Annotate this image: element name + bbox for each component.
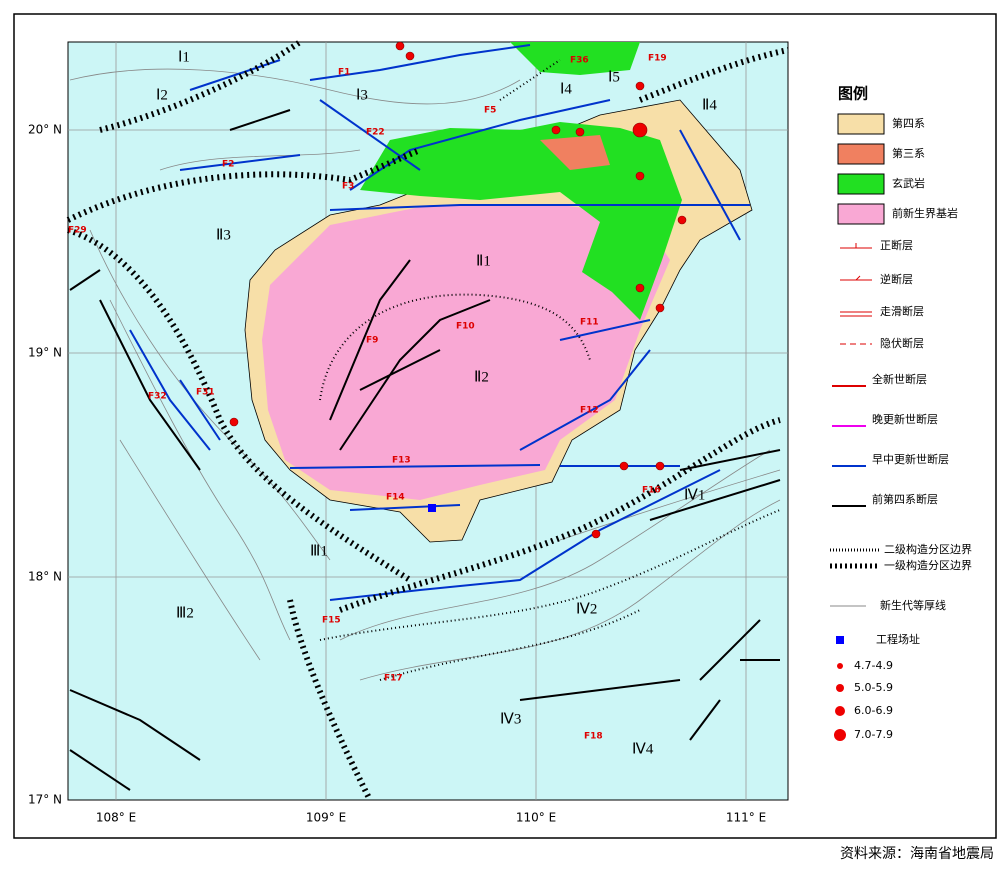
lat-labels: 20° N 19° N 18° N 17° N — [28, 123, 62, 807]
fault-label: F15 — [322, 616, 341, 626]
swatch — [837, 113, 885, 135]
fault-label: F29 — [68, 226, 87, 236]
lon-label: 110° E — [516, 811, 556, 825]
swatch — [836, 636, 844, 644]
project-site — [428, 504, 436, 512]
legend-item: 工程场址 — [876, 632, 920, 646]
source-note: 资料来源：海南省地震局 — [840, 846, 994, 862]
zone-label: Ⅳ3 — [500, 711, 521, 727]
faults-black — [69, 109, 781, 791]
legend-item: 正断层 — [880, 238, 913, 252]
zone-labels: Ⅰ1 Ⅰ2 Ⅰ3 Ⅰ4 Ⅰ5 Ⅱ1 Ⅱ2 Ⅱ3 Ⅱ4 Ⅲ1 Ⅲ2 Ⅳ1 Ⅳ2 Ⅳ… — [156, 49, 717, 757]
fault-label: F22 — [366, 128, 385, 138]
fault-label: F2 — [222, 160, 234, 170]
zone-label: Ⅳ4 — [632, 741, 654, 757]
zone-label: Ⅳ2 — [576, 601, 597, 617]
fault-label: F36 — [570, 56, 589, 66]
fault-label: F3 — [342, 182, 354, 192]
legend-item: 新生代等厚线 — [880, 598, 946, 612]
lat-label: 18° N — [28, 570, 62, 584]
zone-label: Ⅱ1 — [476, 253, 491, 269]
swatch — [836, 684, 844, 692]
fault-label: F5 — [484, 106, 496, 116]
zone-label: Ⅰ2 — [156, 87, 168, 103]
zone-label: Ⅰ4 — [560, 81, 572, 97]
legend-item: 5.0-5.9 — [854, 681, 893, 694]
zone-label: Ⅰ5 — [608, 69, 620, 85]
legend-item: 6.0-6.9 — [854, 704, 893, 717]
fault-label: F14 — [386, 493, 405, 503]
legend-item: 二级构造分区边界 — [884, 542, 972, 556]
swatch — [837, 663, 843, 669]
pre-cenozoic-bedrock — [262, 205, 670, 500]
legend-item: 7.0-7.9 — [854, 728, 893, 741]
legend: 图例 第四系 第三系 玄武岩 前新生界基岩 正断层 逆断层 走滑断层 隐伏断层 … — [830, 85, 972, 741]
earthquakes — [229, 41, 687, 539]
fault-label: F32 — [148, 392, 167, 402]
fault-label: F1 — [338, 68, 350, 78]
fault-label: F11 — [580, 318, 599, 328]
fault-type-symbols — [840, 243, 872, 345]
legend-item: 4.7-4.9 — [854, 659, 893, 672]
zone-label: Ⅱ4 — [702, 97, 717, 113]
fault-label: F17 — [384, 674, 403, 684]
swatch — [835, 706, 845, 716]
legend-item: 早中更新世断层 — [872, 452, 949, 466]
lon-label: 109° E — [306, 811, 346, 825]
legend-item: 全新世断层 — [872, 372, 927, 386]
zone-label: Ⅳ1 — [684, 487, 705, 503]
legend-item: 前第四系断层 — [872, 492, 938, 506]
lon-labels: 108° E 109° E 110° E 111° E — [96, 811, 766, 825]
fault-label: F13 — [392, 456, 411, 466]
basalt — [360, 122, 682, 320]
fault-label: F18 — [584, 732, 603, 742]
fault-labels: F1 F2 F3 F5 F9 F10 F11 F12 F13 F14 F15 F… — [68, 54, 667, 742]
primary-boundaries — [66, 39, 789, 802]
swatch — [834, 729, 846, 741]
fault-label: F16 — [642, 486, 661, 496]
basalt-north — [510, 42, 640, 75]
fault-label: F19 — [648, 54, 667, 64]
legend-title: 图例 — [838, 85, 868, 103]
lat-label: 17° N — [28, 793, 62, 807]
zone-label: Ⅲ2 — [176, 605, 194, 621]
legend-item: 前新生界基岩 — [892, 206, 958, 220]
zone-label: Ⅰ1 — [178, 49, 190, 65]
zone-label: Ⅰ3 — [356, 87, 368, 103]
faults-blue — [129, 44, 750, 601]
fault-label: F9 — [366, 336, 378, 346]
lat-label: 20° N — [28, 123, 62, 137]
legend-item: 逆断层 — [880, 272, 913, 286]
swatch — [837, 203, 885, 225]
legend-item: 第四系 — [892, 116, 925, 130]
zone-label: Ⅲ1 — [310, 543, 328, 559]
legend-item: 一级构造分区边界 — [884, 558, 972, 572]
secondary-boundaries — [319, 59, 781, 681]
tertiary — [540, 135, 610, 170]
swatch — [837, 173, 885, 195]
lon-label: 111° E — [726, 811, 766, 825]
legend-item: 晚更新世断层 — [872, 412, 938, 426]
zone-label: Ⅱ3 — [216, 227, 231, 243]
fault-label: F10 — [456, 322, 475, 332]
legend-item: 第三系 — [892, 146, 925, 160]
lat-label: 19° N — [28, 346, 62, 360]
legend-item: 隐伏断层 — [880, 336, 924, 350]
swatch — [837, 143, 885, 165]
legend-item: 走滑断层 — [880, 304, 924, 318]
legend-item: 玄武岩 — [892, 176, 925, 190]
zone-label: Ⅱ2 — [474, 369, 489, 385]
lon-label: 108° E — [96, 811, 136, 825]
fault-label: F12 — [580, 406, 599, 416]
fault-label: F31 — [196, 388, 215, 398]
